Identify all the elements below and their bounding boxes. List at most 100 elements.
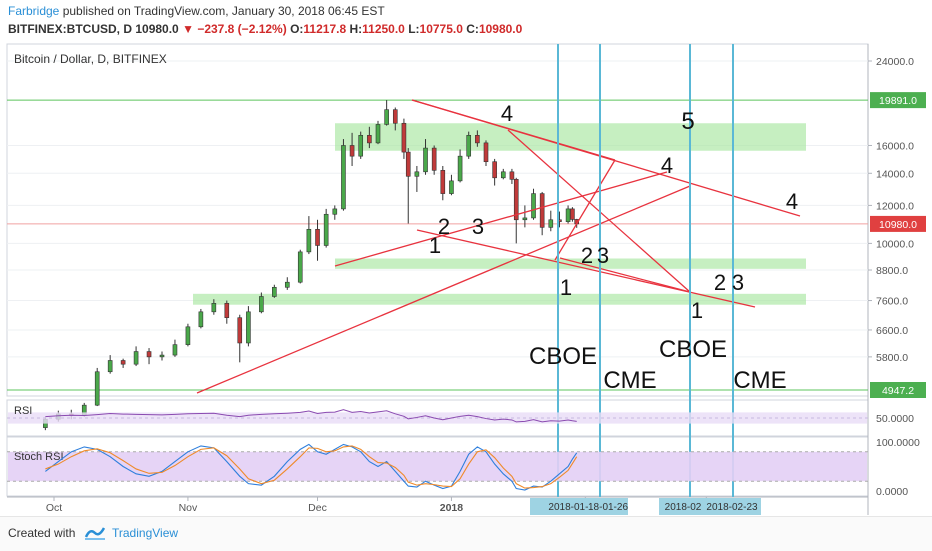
candle (341, 145, 346, 210)
candle (284, 281, 290, 288)
wave-annotation: CME (603, 367, 656, 394)
wave-annotation: 2 (714, 270, 726, 295)
price-badge (870, 92, 926, 109)
wave-annotation: 2 (581, 243, 593, 268)
wave-annotation: CBOE (659, 336, 727, 363)
stoch-k-line (45, 443, 578, 491)
trendline (554, 159, 616, 261)
wave-annotation: 1 (560, 275, 572, 300)
open-label: O: (290, 22, 304, 36)
candle (513, 179, 519, 221)
candle (349, 145, 355, 157)
candle (172, 344, 178, 356)
date-highlight-badge (659, 498, 707, 515)
wave-annotation: 3 (732, 270, 744, 295)
trendline (416, 229, 756, 308)
high-label: H: (349, 22, 363, 36)
date-highlight-label: 2018-01-17 (548, 502, 600, 513)
candle (401, 122, 407, 153)
rsi-label: RSI (14, 405, 32, 417)
candle (509, 171, 515, 180)
candle (211, 303, 217, 313)
price-tick-label: 7600.0 (876, 296, 908, 308)
candle (107, 360, 113, 373)
rsi-band (8, 412, 867, 424)
stoch-label: Stoch RSI (14, 451, 64, 463)
tradingview-link[interactable]: TradingView (112, 526, 179, 540)
chart-canvas[interactable]: 5800.06600.07600.08800.010000.012000.014… (0, 0, 932, 516)
stoch-tick-label: 0.0000 (876, 486, 908, 498)
price-tick-label: 5800.0 (876, 352, 908, 364)
time-tick-label: 2018 (440, 502, 464, 514)
candle (392, 109, 398, 124)
price-badge-label: 4947.2 (882, 385, 914, 397)
wave-annotation: 5 (681, 108, 694, 135)
candle (272, 286, 277, 297)
price-tick-label: 12000.0 (876, 200, 914, 212)
price-badge-label: 19891.0 (879, 95, 917, 107)
price-tick-label: 14000.0 (876, 168, 914, 180)
date-highlight-label: 2018-02-23 (706, 502, 758, 513)
wave-annotation: 4 (661, 153, 673, 178)
chart-title: Bitcoin / Dollar, D, BITFINEX (14, 52, 167, 66)
candle (431, 147, 437, 171)
candle (548, 219, 554, 228)
candle (259, 296, 264, 313)
price-tick-label: 6600.0 (876, 325, 908, 337)
stoch-d-line (45, 445, 578, 489)
low-value: 10775.0 (419, 22, 463, 36)
chart-header: Farbridge published on TradingView.com, … (0, 0, 932, 42)
candle (198, 311, 204, 328)
symbol-info: BITFINEX:BTCUSD, D 10980.0 ▼ −237.8 (−2.… (8, 22, 522, 36)
date-highlight-label: 18-01-26 (588, 502, 628, 513)
support-zone (335, 123, 806, 151)
candle (384, 109, 389, 125)
wave-annotation: CBOE (529, 343, 597, 370)
symbol-label: BITFINEX:BTCUSD, D (8, 22, 132, 36)
close-value: 10980.0 (478, 22, 523, 36)
candle (146, 351, 152, 358)
candle (414, 171, 420, 177)
date-highlight-badge (588, 498, 628, 515)
support-zone (335, 258, 806, 269)
price-badge (870, 382, 926, 398)
date-highlight-badge (703, 498, 761, 515)
candle (522, 217, 528, 221)
candle (94, 371, 100, 406)
high-value: 11250.0 (362, 22, 405, 36)
publish-info: Farbridge published on TradingView.com, … (8, 4, 385, 18)
candle (358, 135, 364, 157)
candle (306, 228, 312, 253)
price-tick-label: 8800.0 (876, 265, 908, 277)
candle (237, 317, 243, 344)
price-badge-label: 10980.0 (879, 219, 917, 231)
wave-annotation: 4 (786, 189, 798, 214)
candle (405, 151, 411, 177)
candle (332, 208, 338, 215)
wave-annotation: CME (733, 367, 786, 394)
candle (500, 171, 506, 179)
candle (367, 135, 372, 144)
price-pane[interactable] (6, 43, 869, 397)
candle (323, 213, 329, 246)
candle (297, 251, 303, 283)
wave-annotation: 1 (429, 233, 441, 258)
wave-annotation: 3 (472, 214, 484, 239)
low-label: L: (408, 22, 420, 36)
candle (185, 326, 191, 345)
down-arrow-icon: ▼ (182, 22, 194, 36)
wave-annotation: 4 (501, 101, 513, 126)
published-text: published on TradingView.com, January 30… (62, 4, 385, 18)
candle (315, 228, 320, 246)
candle (423, 147, 428, 173)
candle (120, 360, 126, 365)
wave-annotation: 3 (597, 243, 609, 268)
author-link[interactable]: Farbridge (8, 4, 60, 18)
candle (539, 193, 545, 228)
tradingview-logo-icon (84, 527, 106, 540)
candle (133, 351, 139, 365)
created-with-label: Created with (8, 526, 76, 540)
candle (224, 303, 230, 318)
candle (492, 161, 497, 179)
trendline (334, 171, 668, 267)
